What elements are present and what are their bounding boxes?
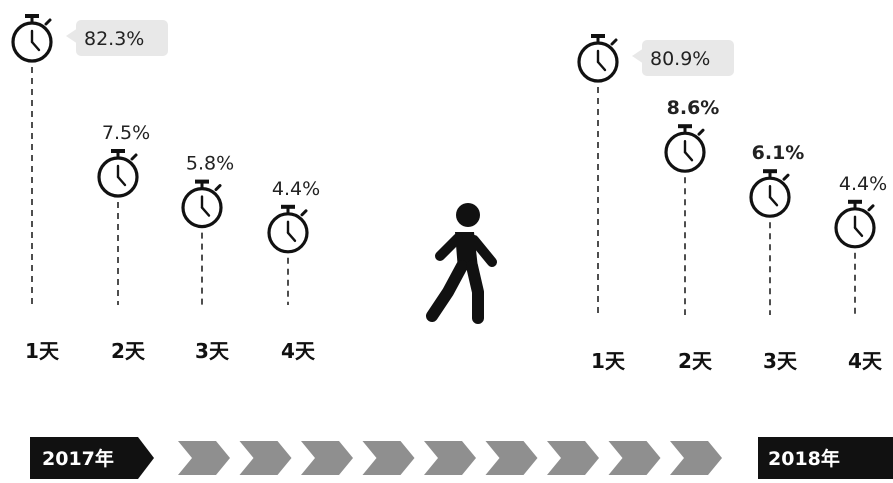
value-callout-bg <box>642 40 734 76</box>
chevron-arrow <box>178 441 230 475</box>
stopwatch-icon <box>749 169 791 218</box>
day-label: 2天 <box>111 339 146 363</box>
value-label: 4.4% <box>839 173 887 195</box>
start-year-label: 2017年 <box>42 447 114 470</box>
start-year-tag <box>30 437 154 479</box>
value-callout-tail <box>66 28 78 44</box>
day-label: 1天 <box>591 349 626 373</box>
value-label: 7.5% <box>102 122 150 144</box>
chevron-arrow <box>670 441 722 475</box>
series-2: 80.9% 1天 8.6% 2天 6.1% 3天 4.4% 4天 <box>577 34 887 373</box>
chevron-arrow <box>301 441 353 475</box>
value-label: 80.9% <box>650 48 710 70</box>
end-year-tag <box>758 437 893 479</box>
series-1: 82.3% 1天 7.5% 2天 5.8% 3天 4.4% 4天 <box>11 14 320 363</box>
chevron-arrow <box>424 441 476 475</box>
value-label: 82.3% <box>84 28 144 50</box>
stopwatch-icon <box>664 124 706 173</box>
day-label: 4天 <box>848 349 883 373</box>
walking-person-icon <box>426 203 497 324</box>
timeline: 2017年 2018年 <box>30 437 893 479</box>
value-callout-bg <box>76 20 168 56</box>
value-callout-tail <box>632 48 644 64</box>
day-label: 2天 <box>678 349 713 373</box>
value-label: 4.4% <box>272 178 320 200</box>
value-label: 6.1% <box>752 142 805 164</box>
stopwatch-icon <box>181 179 223 229</box>
stopwatch-icon <box>11 14 53 63</box>
day-label: 3天 <box>763 349 798 373</box>
end-year-label: 2018年 <box>768 447 840 470</box>
stopwatch-icon <box>577 34 619 83</box>
chevron-arrow <box>362 441 415 475</box>
stopwatch-icon <box>97 149 139 198</box>
day-label: 1天 <box>25 339 60 363</box>
chevron-arrow <box>547 441 599 475</box>
day-label: 3天 <box>195 339 230 363</box>
stopwatch-icon <box>267 204 309 254</box>
stopwatch-icon <box>834 199 876 249</box>
value-label: 5.8% <box>186 153 234 175</box>
day-label: 4天 <box>281 339 316 363</box>
value-label: 8.6% <box>667 97 720 119</box>
chevron-arrow <box>239 441 292 475</box>
chevron-arrow <box>485 441 538 475</box>
chevron-arrow <box>608 441 661 475</box>
